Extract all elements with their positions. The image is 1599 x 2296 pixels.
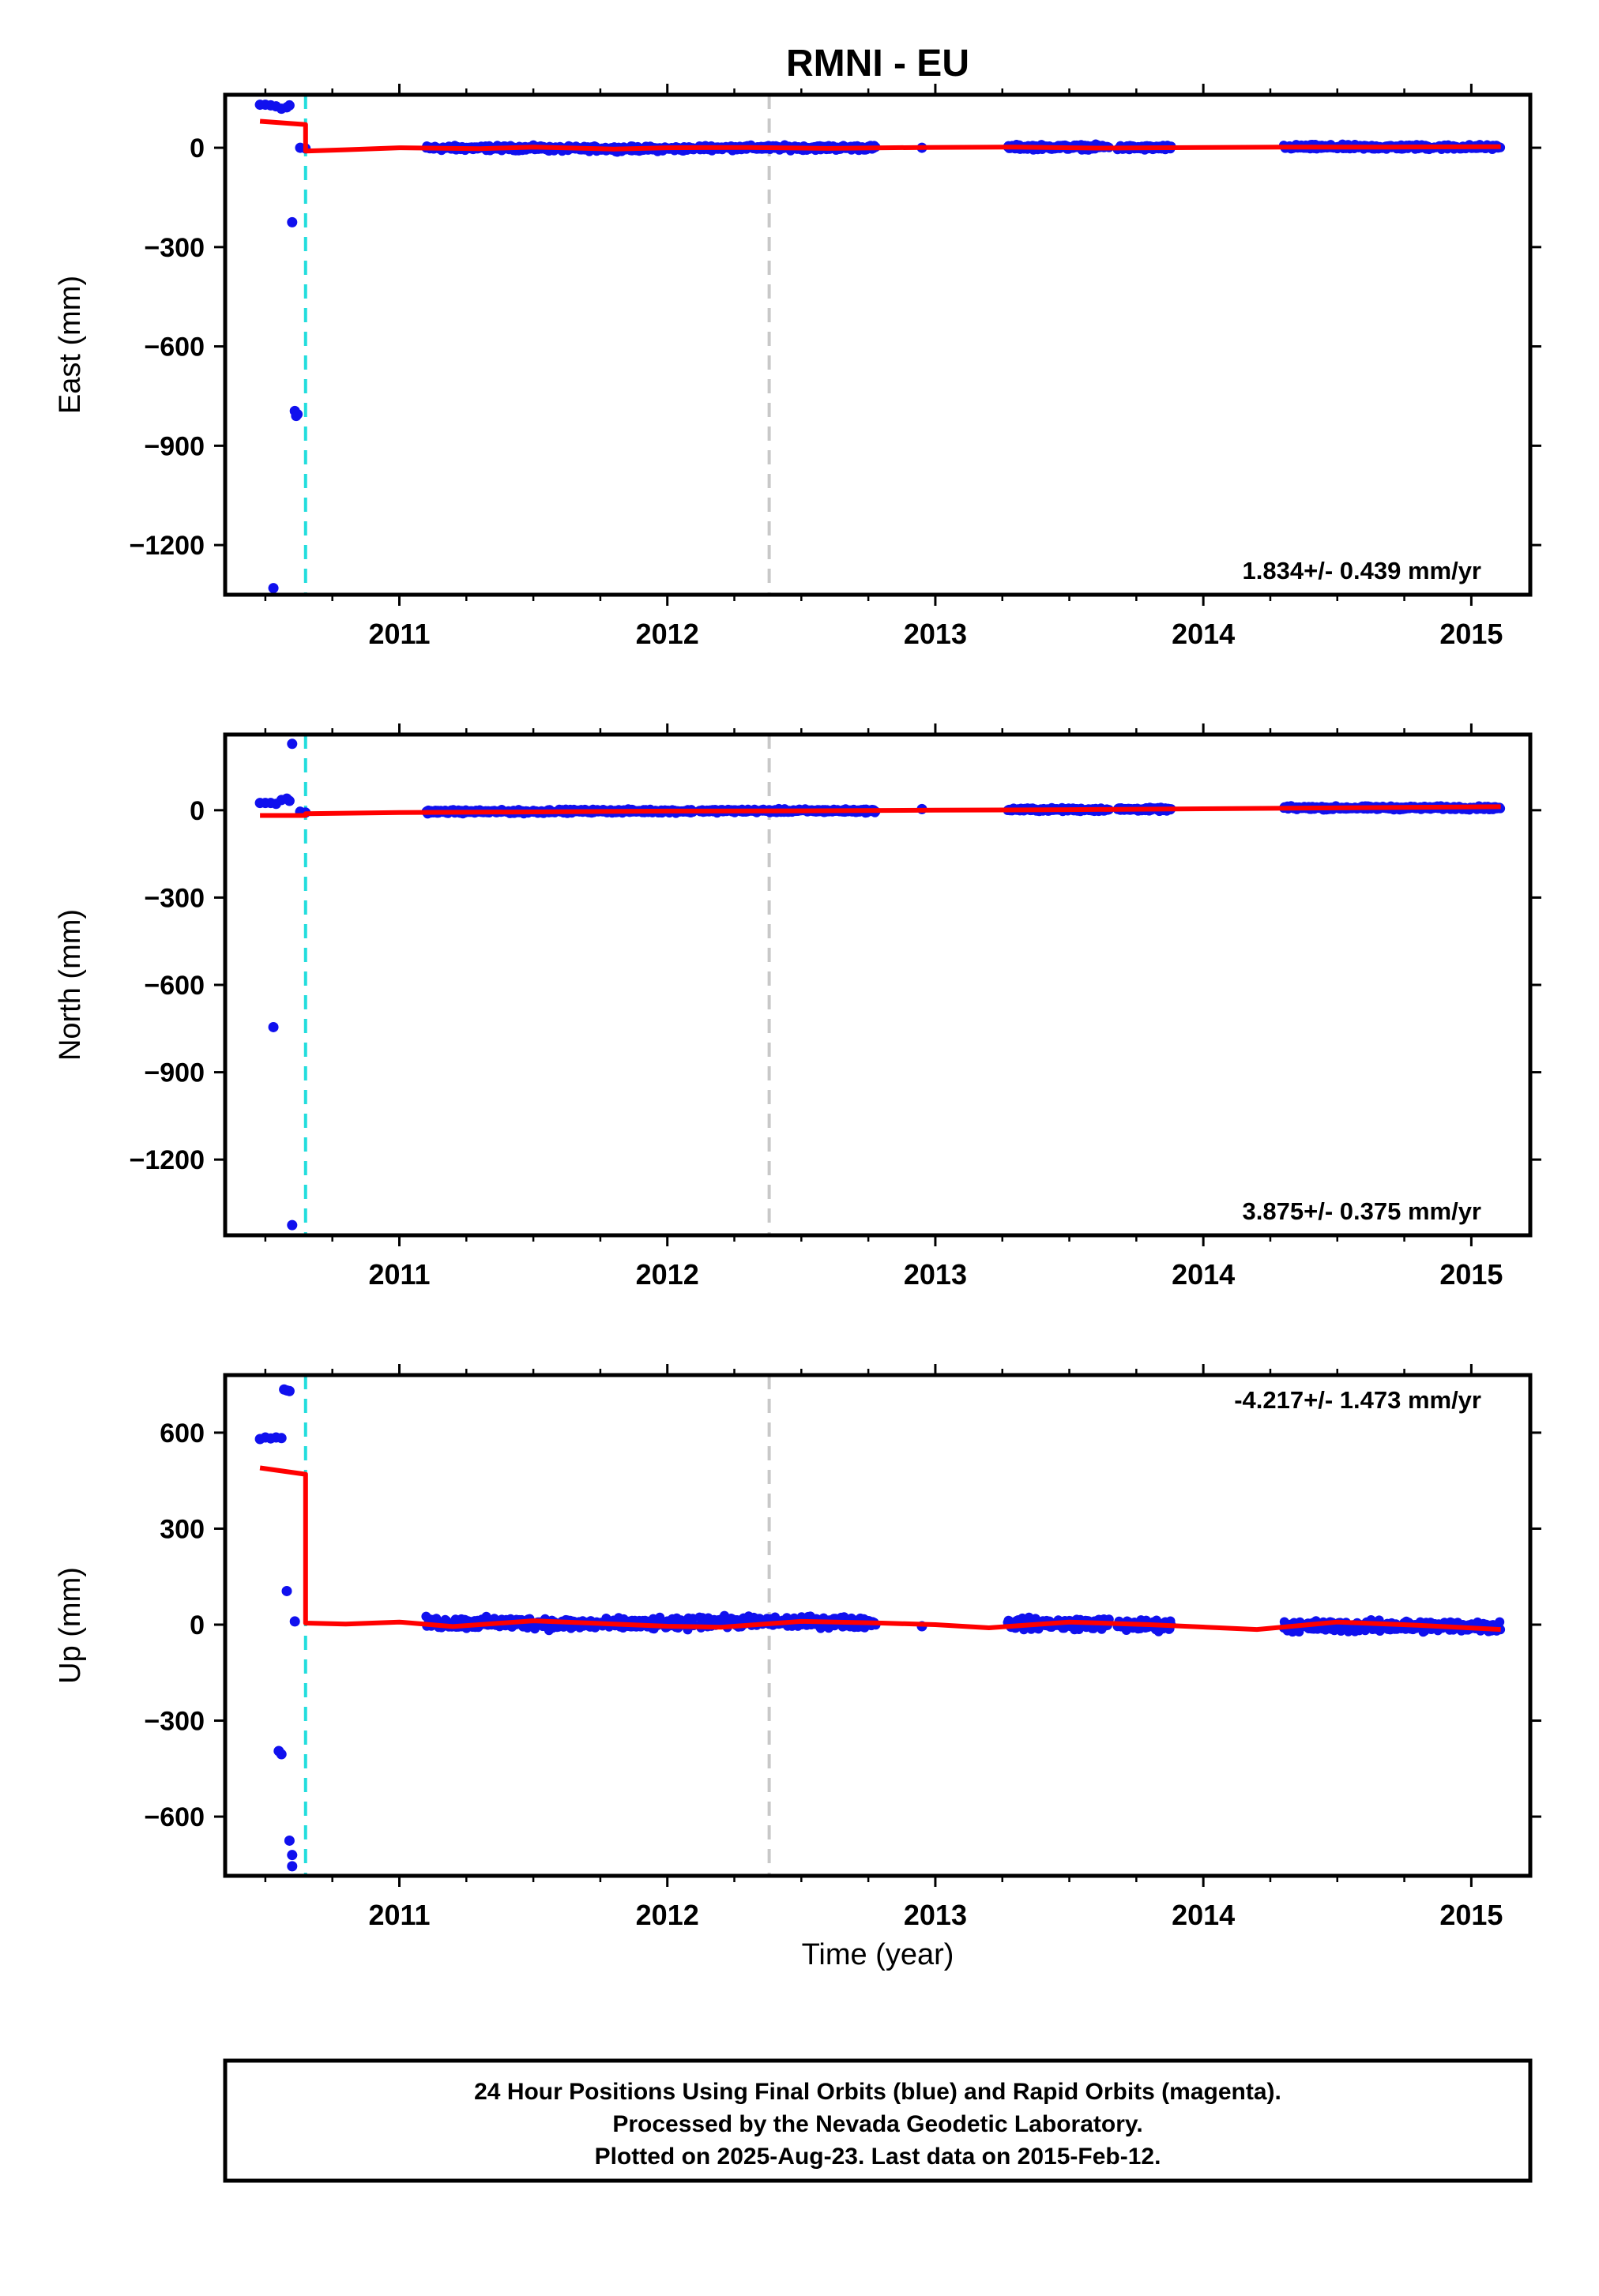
y-tick-label: −900 [144, 1058, 205, 1088]
data-point [268, 583, 279, 594]
y-tick-label: −300 [144, 233, 205, 263]
rate-annotation: 1.834+/- 0.439 mm/yr [1243, 557, 1481, 584]
y-tick-label: 0 [190, 796, 205, 826]
data-point [268, 1021, 279, 1032]
panel-2: 0 −300 −600 −900 −1200 2011 2012 2013 2014 2015 No… [54, 723, 1541, 1291]
data-point [287, 738, 298, 750]
data-point [287, 1861, 298, 1872]
x-tick-label: 2013 [904, 1258, 967, 1291]
model-line [260, 804, 1501, 818]
x-tick-label: 2011 [368, 1899, 430, 1931]
y-tick-label: −300 [144, 1707, 205, 1737]
y-tick-label: −600 [144, 1802, 205, 1832]
data-point [281, 1585, 292, 1596]
data-point [287, 1850, 298, 1861]
plot-content [254, 95, 1506, 595]
data-point [289, 1616, 300, 1627]
x-tick-label: 2011 [368, 1258, 430, 1291]
data-point [292, 409, 303, 420]
x-tick-label: 2012 [636, 618, 699, 650]
data-point [276, 1749, 287, 1760]
x-tick-label: 2015 [1439, 1258, 1503, 1291]
y-axis-label: Up (mm) [54, 1567, 87, 1684]
x-tick-label: 2013 [904, 1899, 967, 1931]
footer-line: Plotted on 2025-Aug-23. Last data on 201… [595, 2144, 1161, 2170]
y-tick-label: −1200 [130, 531, 205, 561]
model-line [259, 1465, 1501, 1633]
x-tick-label: 2014 [1172, 618, 1235, 650]
data-point [284, 1385, 295, 1396]
y-tick-label: −300 [144, 883, 205, 913]
x-tick-label: 2012 [636, 1899, 699, 1931]
x-tick-label: 2013 [904, 618, 967, 650]
data-point [284, 1835, 295, 1846]
model-line [259, 118, 1501, 154]
data-point [287, 1219, 298, 1231]
plot-area [225, 735, 1530, 1235]
y-tick-label: −600 [144, 971, 205, 1001]
y-tick-label: 300 [160, 1514, 205, 1544]
data-point [284, 100, 295, 111]
data-point [284, 795, 295, 806]
y-tick-label: 600 [160, 1419, 205, 1449]
y-tick-label: −1200 [130, 1145, 205, 1175]
x-tick-label: 2015 [1439, 1899, 1503, 1931]
x-axis-label: Time (year) [802, 1938, 954, 1971]
panel-1: 0 −300 −600 −900 −1200 2011 2012 2013 2014 2015 Ea… [54, 84, 1541, 650]
plot-area [225, 95, 1530, 595]
plot-content [254, 1375, 1506, 1876]
y-axis-label: East (mm) [54, 276, 87, 414]
plot-content [254, 735, 1506, 1235]
y-tick-label: −600 [144, 333, 205, 363]
footer-line: Processed by the Nevada Geodetic Laborat… [612, 2111, 1142, 2137]
footer-box: 24 Hour Positions Using Final Orbits (bl… [223, 2058, 1533, 2183]
data-point [276, 1433, 287, 1444]
y-tick-label: 0 [190, 1610, 205, 1640]
chart-title: RMNI - EU [786, 43, 969, 85]
data-point [1495, 1617, 1505, 1627]
data-point [287, 216, 298, 227]
footer-line: 24 Hour Positions Using Final Orbits (bl… [474, 2079, 1281, 2105]
x-tick-label: 2014 [1172, 1258, 1235, 1291]
footer-frame [223, 2058, 1533, 2183]
panel-frame [223, 92, 1533, 597]
y-tick-label: 0 [190, 133, 205, 163]
y-tick-label: −900 [144, 431, 205, 461]
x-tick-label: 2012 [636, 1258, 699, 1291]
panel-3: 600 300 0 −300 −600 2011 2012 2013 2014 2015 Up (m… [54, 1364, 1541, 1931]
x-tick-label: 2014 [1172, 1899, 1235, 1931]
panels: 0 −300 −600 −900 −1200 2011 2012 2013 2014 2015 Ea… [54, 84, 1541, 1931]
rate-annotation: -4.217+/- 1.473 mm/yr [1234, 1386, 1481, 1414]
rate-annotation: 3.875+/- 0.375 mm/yr [1243, 1197, 1481, 1225]
y-axis-label: North (mm) [54, 909, 87, 1061]
x-tick-label: 2015 [1439, 618, 1503, 650]
x-tick-label: 2011 [368, 618, 430, 650]
